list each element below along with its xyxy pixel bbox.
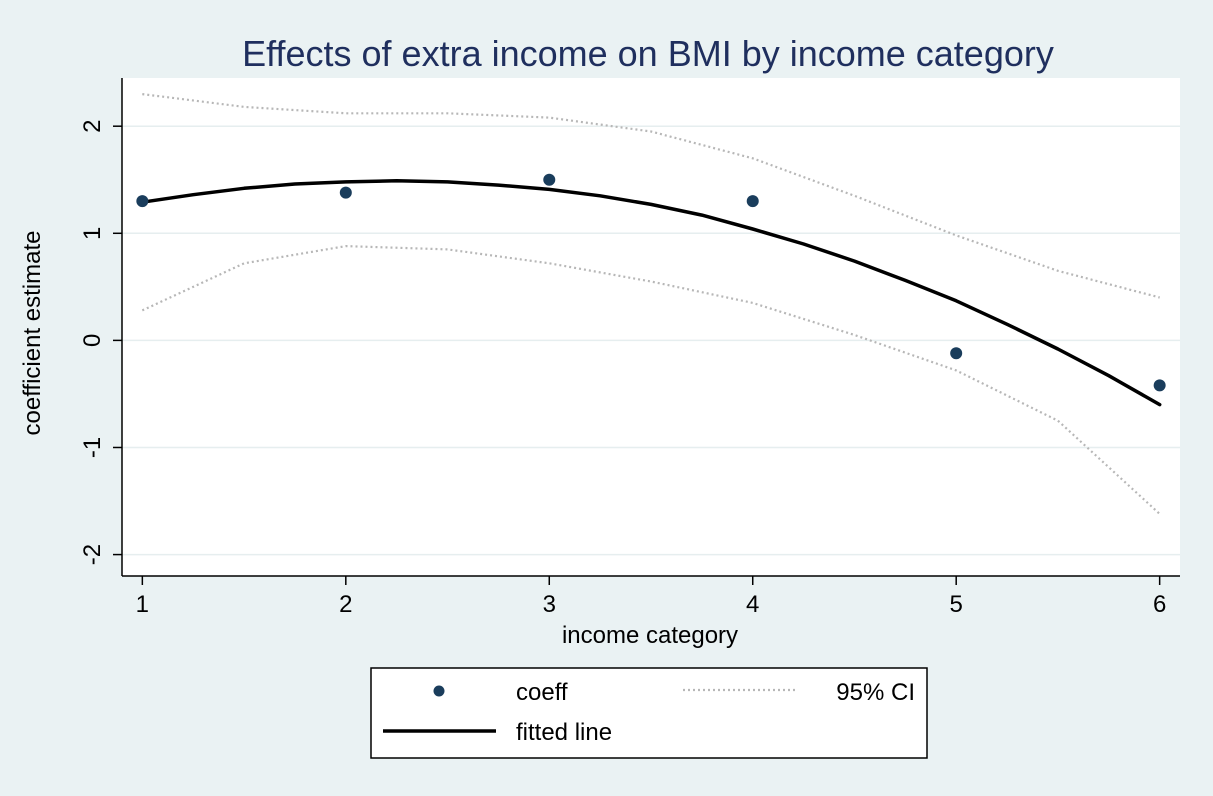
y-axis-label: coefficient estimate (19, 231, 46, 436)
coeff-point (746, 195, 759, 208)
legend-coeff-label: coeff (516, 679, 568, 706)
grid-lines (122, 125, 1180, 556)
coeff-points (136, 173, 1166, 392)
legend-fitted-label: fitted line (516, 719, 612, 746)
x-tick-label: 1 (136, 591, 149, 618)
coeff-point (136, 195, 149, 208)
ci-lower-line (141, 245, 1161, 515)
plot-area (122, 78, 1180, 576)
fitted-line-layer (140, 179, 1162, 407)
y-tick-label: 2 (79, 120, 106, 133)
legend: coeff 95% CI fitted line (370, 667, 928, 759)
coeff-point (950, 347, 963, 360)
chart-title: Effects of extra income on BMI by income… (242, 33, 1054, 74)
legend-box (370, 667, 928, 759)
legend-ci-label: 95% CI (836, 679, 915, 706)
coeff-point (543, 173, 556, 186)
x-tick-label: 2 (339, 591, 352, 618)
y-tick-label: 1 (79, 227, 106, 240)
y-tick-label: 0 (79, 334, 106, 347)
coeff-point (339, 186, 352, 199)
axes: 1 2 3 4 5 6 -2 -1 0 1 2 (79, 78, 1180, 618)
y-tick-label: -1 (79, 437, 106, 458)
x-tick-label: 4 (746, 591, 759, 618)
ci-upper-line (142, 93, 1160, 299)
legend-coeff-marker (433, 685, 445, 697)
fitted-line (140, 179, 1162, 407)
x-tick-label: 5 (950, 591, 963, 618)
coeff-point (1153, 379, 1166, 392)
x-tick-label: 3 (543, 591, 556, 618)
x-tick-label: 6 (1153, 591, 1166, 618)
y-tick-label: -2 (79, 544, 106, 565)
ci-lines (141, 93, 1161, 515)
x-axis-label: income category (562, 622, 738, 649)
